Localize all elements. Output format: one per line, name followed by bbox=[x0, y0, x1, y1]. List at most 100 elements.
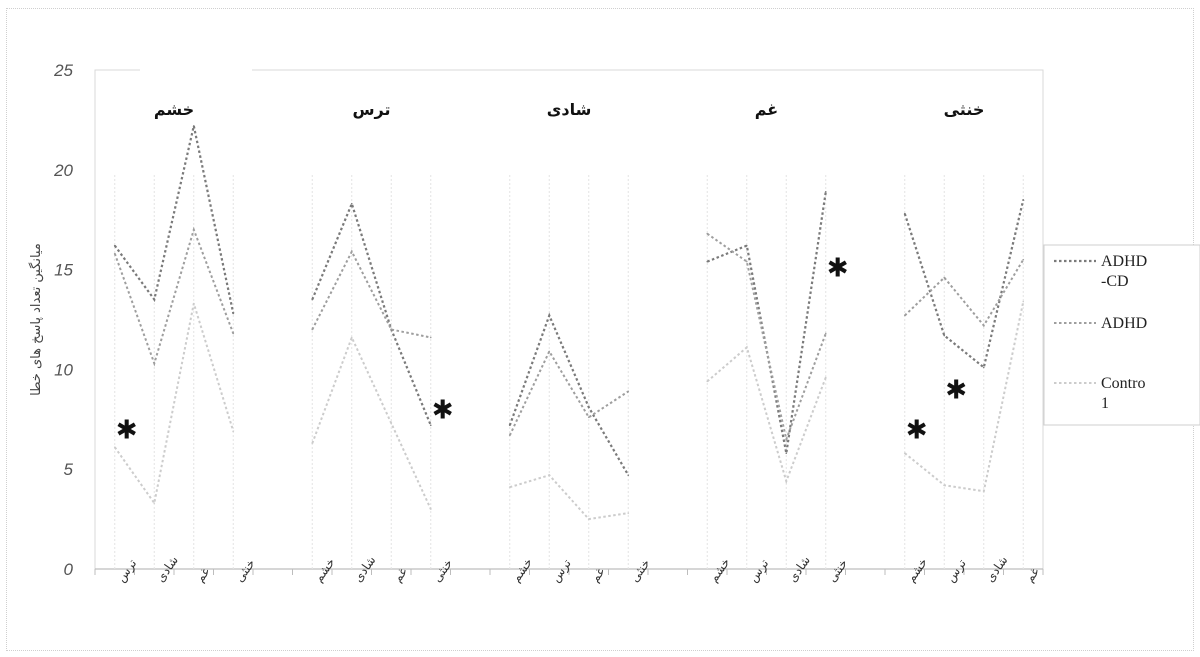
y-tick-label: 20 bbox=[53, 161, 73, 180]
x-tick-label: ترس bbox=[114, 557, 140, 586]
series-line bbox=[113, 125, 235, 314]
data-point bbox=[982, 324, 985, 327]
data-point bbox=[548, 474, 551, 476]
data-point bbox=[745, 260, 748, 263]
y-axis-label: میانگین تعداد پاسخ های خطا bbox=[28, 243, 44, 396]
data-point bbox=[548, 350, 551, 353]
data-point bbox=[350, 250, 353, 253]
legend-label: Contro bbox=[1101, 375, 1145, 392]
x-tick-label: خنثی bbox=[430, 556, 456, 584]
legend-box bbox=[1043, 244, 1200, 426]
x-tick-label: ترس bbox=[548, 557, 574, 586]
x-tick-label: خشم bbox=[509, 555, 535, 584]
series-line bbox=[903, 199, 1025, 370]
data-point bbox=[982, 490, 985, 492]
series-line bbox=[706, 191, 827, 454]
data-point bbox=[943, 276, 946, 279]
data-point bbox=[627, 512, 630, 514]
data-point bbox=[311, 298, 314, 301]
data-point bbox=[429, 424, 432, 427]
series-line bbox=[706, 345, 827, 485]
x-tick-label: ترس bbox=[746, 557, 772, 586]
y-tick-label: 25 bbox=[53, 61, 73, 80]
y-tick-label: 15 bbox=[54, 261, 73, 280]
group-title: ترس bbox=[352, 100, 390, 119]
series-line bbox=[311, 249, 431, 339]
data-point bbox=[192, 125, 195, 127]
data-point bbox=[903, 452, 906, 455]
data-point bbox=[824, 376, 827, 379]
series-line bbox=[509, 474, 629, 521]
data-point bbox=[706, 260, 709, 263]
series-line bbox=[311, 334, 432, 510]
significance-marker: ✱ bbox=[945, 375, 967, 405]
group-title: خشم bbox=[154, 100, 194, 119]
data-point bbox=[627, 474, 630, 476]
data-point bbox=[785, 480, 788, 482]
group-title: شادی bbox=[547, 100, 592, 119]
data-point bbox=[350, 202, 353, 205]
x-tick-label: خشم bbox=[706, 555, 732, 584]
data-point bbox=[627, 390, 630, 393]
x-tick-label: خنثی bbox=[232, 556, 258, 584]
data-point bbox=[943, 334, 946, 337]
data-point bbox=[982, 366, 985, 369]
data-point bbox=[311, 328, 314, 331]
data-point bbox=[587, 416, 590, 419]
data-point bbox=[153, 298, 156, 301]
x-tick-label: ترس bbox=[943, 557, 969, 586]
data-point bbox=[706, 232, 709, 235]
data-point bbox=[587, 406, 590, 409]
legend-label: ADHD bbox=[1101, 315, 1147, 332]
data-point bbox=[824, 190, 827, 193]
data-point bbox=[548, 314, 551, 317]
data-point bbox=[706, 380, 709, 383]
data-point bbox=[824, 332, 827, 335]
data-point bbox=[192, 228, 195, 231]
data-point bbox=[390, 422, 393, 425]
data-point bbox=[429, 336, 432, 339]
significance-marker: ✱ bbox=[906, 415, 928, 445]
group-title: خنثی bbox=[944, 100, 985, 119]
series-line bbox=[904, 259, 1025, 328]
significance-marker: ✱ bbox=[827, 254, 849, 284]
data-point bbox=[113, 446, 116, 449]
data-point bbox=[1022, 258, 1025, 261]
legend-label: -CD bbox=[1101, 273, 1129, 290]
y-tick-label: 0 bbox=[64, 560, 74, 579]
data-point bbox=[508, 424, 511, 427]
x-tick-label: خنثی bbox=[825, 556, 851, 584]
data-point bbox=[508, 486, 511, 488]
data-point bbox=[192, 302, 195, 305]
data-point bbox=[232, 312, 235, 315]
data-point bbox=[745, 244, 748, 247]
legend-label: 1 bbox=[1101, 395, 1109, 412]
data-point bbox=[745, 346, 748, 349]
data-point bbox=[943, 484, 946, 486]
data-point bbox=[508, 434, 511, 437]
x-tick-label: غم bbox=[193, 565, 213, 585]
series-line bbox=[311, 200, 432, 426]
plot-area bbox=[94, 69, 1044, 570]
y-tick-label: 5 bbox=[64, 460, 74, 479]
x-tick-label: خنثی bbox=[627, 556, 653, 584]
series-line bbox=[508, 349, 629, 436]
data-point bbox=[153, 362, 156, 365]
data-point bbox=[350, 336, 353, 339]
data-point bbox=[785, 452, 788, 455]
series-line bbox=[508, 312, 630, 476]
data-point bbox=[390, 328, 393, 331]
x-tick-label: خشم bbox=[311, 555, 337, 584]
x-tick-label: خشم bbox=[904, 555, 930, 584]
data-point bbox=[903, 314, 906, 317]
legend-label: ADHD bbox=[1101, 253, 1147, 270]
data-point bbox=[311, 442, 314, 445]
data-point bbox=[1022, 300, 1025, 303]
y-tick-label: 10 bbox=[54, 360, 73, 379]
data-point bbox=[113, 252, 116, 255]
data-point bbox=[153, 502, 156, 504]
group-title: غم bbox=[755, 100, 778, 119]
data-point bbox=[587, 518, 590, 520]
data-point bbox=[785, 438, 788, 441]
